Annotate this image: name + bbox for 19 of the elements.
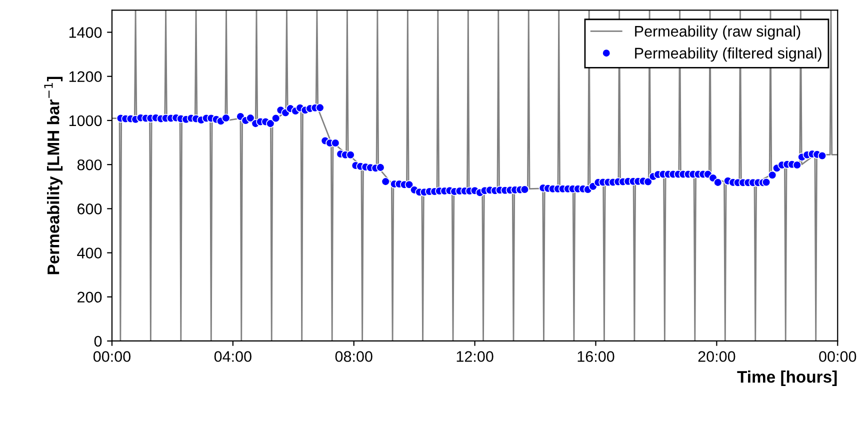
y-tick-label: 400 <box>77 248 102 258</box>
y-tick-label: 800 <box>77 159 102 170</box>
x-tick-label: 00:00 <box>93 351 130 362</box>
y-tick-label: 1000 <box>69 115 102 126</box>
x-tick-label: 00:00 <box>819 351 856 362</box>
x-tick-label: 08:00 <box>335 351 372 362</box>
x-axis-title: Time [hours] <box>737 370 837 386</box>
y-tick-label: 600 <box>78 204 102 214</box>
x-tick-label: 04:00 <box>214 351 252 362</box>
x-tick-label: 12:00 <box>456 351 494 362</box>
legend-label: Permeability (raw signal) <box>635 25 800 40</box>
x-tick-label: 16:00 <box>578 351 614 362</box>
y-axis-title: Permeability [LMH bar$^{−1}$] <box>44 76 63 274</box>
legend-label: Permeability (filtered signal) <box>635 47 822 62</box>
y-tick-label: 0 <box>94 336 102 347</box>
x-tick-label: 20:00 <box>698 351 736 362</box>
y-tick-label: 200 <box>78 292 102 303</box>
y-tick-label: 1400 <box>69 27 102 38</box>
y-tick-label: 1200 <box>69 71 102 82</box>
